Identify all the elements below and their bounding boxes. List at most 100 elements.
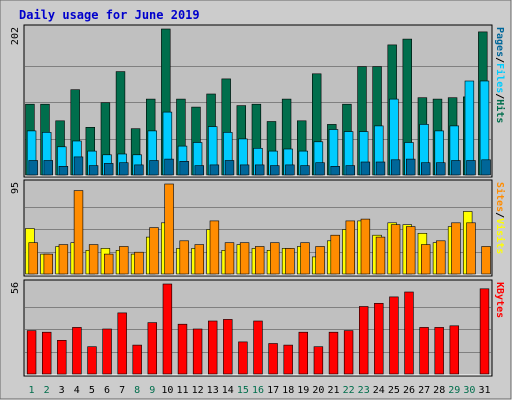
panel-visits-sites: 95 Sites/Visits — [10, 179, 506, 277]
bar-kbytes-day-25 — [389, 296, 399, 375]
bar-sites-day-27 — [420, 244, 431, 275]
legend-item-hits: Hits — [494, 99, 506, 123]
day-label-30: 30 — [463, 385, 475, 396]
bar-sites-day-4 — [73, 190, 84, 275]
bar-pages-day-12 — [194, 165, 204, 176]
bar-kbytes-day-21 — [328, 331, 339, 375]
bar-pages-day-29 — [451, 160, 461, 176]
bar-kbytes-day-27 — [419, 327, 429, 375]
bar-kbytes-day-20 — [313, 346, 324, 375]
day-label-16: 16 — [252, 385, 264, 396]
bar-sites-day-8 — [134, 251, 144, 275]
bar-sites-day-11 — [179, 240, 189, 275]
legend-item-files: Files — [494, 63, 506, 93]
legend-separator: / — [494, 93, 505, 99]
day-label-15: 15 — [237, 385, 249, 396]
bar-pages-day-31 — [481, 159, 491, 176]
day-label-2: 2 — [44, 385, 50, 396]
y-max-label: 95 — [10, 182, 21, 194]
legend-item-visits: Visits — [494, 218, 506, 254]
bar-sites-day-16 — [255, 246, 265, 275]
bar-pages-day-21 — [330, 166, 340, 176]
bar-sites-day-17 — [270, 242, 280, 275]
day-label-7: 7 — [119, 385, 125, 396]
day-label-5: 5 — [89, 385, 95, 396]
bar-kbytes-day-24 — [374, 302, 384, 375]
bar-kbytes-day-15 — [238, 341, 248, 375]
bar-kbytes-day-6 — [102, 328, 112, 375]
legend-visits-sites: Sites/Visits — [494, 182, 506, 254]
bar-kbytes-day-8 — [132, 344, 142, 375]
bar-kbytes-day-3 — [57, 339, 67, 375]
bar-kbytes-day-1 — [26, 330, 37, 375]
bar-pages-day-19 — [300, 165, 310, 176]
bar-kbytes-day-17 — [268, 343, 278, 375]
day-label-4: 4 — [74, 385, 80, 396]
bar-sites-day-20 — [315, 246, 325, 275]
legend-item-kbytes: KBytes — [494, 282, 505, 318]
day-label-25: 25 — [388, 385, 400, 396]
bar-pages-day-7 — [119, 162, 129, 176]
bar-sites-day-18 — [285, 248, 295, 275]
bar-sites-day-15 — [239, 242, 250, 275]
bar-sites-day-29 — [451, 222, 461, 275]
bar-sites-day-1 — [28, 242, 38, 275]
bar-kbytes-day-13 — [208, 320, 218, 375]
bar-sites-day-10 — [164, 183, 174, 275]
bar-kbytes-day-28 — [434, 327, 444, 375]
bar-pages-day-24 — [375, 161, 386, 176]
bar-pages-day-2 — [43, 160, 54, 176]
day-label-21: 21 — [327, 385, 339, 396]
day-label-13: 13 — [207, 385, 219, 396]
bar-pages-day-6 — [104, 163, 114, 176]
day-label-31: 31 — [478, 385, 490, 396]
bar-kbytes-day-26 — [404, 291, 414, 375]
bar-sites-day-30 — [466, 222, 476, 275]
bar-sites-day-22 — [345, 220, 355, 275]
bar-pages-day-27 — [420, 162, 431, 176]
day-label-29: 29 — [448, 385, 460, 396]
series-pages — [28, 156, 491, 176]
day-label-8: 8 — [134, 385, 140, 396]
bar-kbytes-day-22 — [343, 330, 354, 375]
bar-pages-day-10 — [164, 158, 174, 176]
legend-hits-files-pages: Pages/Files/Hits — [494, 27, 506, 123]
series-files — [26, 80, 490, 176]
legend-kbytes: KBytes — [494, 282, 505, 318]
bar-pages-day-22 — [345, 165, 355, 176]
bar-sites-day-31 — [481, 246, 491, 275]
day-label-17: 17 — [267, 385, 279, 396]
panel-kbytes: 56 KBytes — [10, 279, 505, 377]
day-label-20: 20 — [312, 385, 324, 396]
day-label-22: 22 — [343, 385, 355, 396]
bar-kbytes-day-9 — [147, 322, 157, 375]
day-label-10: 10 — [161, 385, 173, 396]
day-label-11: 11 — [176, 385, 188, 396]
bar-kbytes-day-7 — [117, 312, 127, 375]
day-label-14: 14 — [222, 385, 234, 396]
bar-pages-day-16 — [255, 164, 265, 176]
series-kbytes — [26, 283, 490, 375]
bar-pages-day-23 — [360, 161, 371, 176]
bar-pages-day-14 — [224, 160, 235, 176]
day-label-26: 26 — [403, 385, 415, 396]
series-sites — [28, 183, 491, 275]
legend-separator: / — [494, 212, 505, 218]
y-max-label: 56 — [10, 282, 21, 294]
bar-sites-day-3 — [58, 244, 69, 275]
bar-kbytes-day-4 — [72, 327, 82, 375]
bar-sites-day-13 — [209, 220, 220, 275]
day-label-23: 23 — [358, 385, 370, 396]
bar-pages-day-4 — [73, 156, 84, 176]
bar-pages-day-15 — [239, 164, 250, 176]
day-label-1: 1 — [28, 385, 34, 396]
bar-kbytes-day-16 — [253, 320, 263, 375]
day-label-28: 28 — [433, 385, 445, 396]
bar-kbytes-day-11 — [177, 323, 188, 375]
bar-sites-day-19 — [300, 242, 310, 275]
bar-sites-day-7 — [119, 246, 129, 275]
day-labels: 1 2 3 4 5 6 7 8 9 10 11 12 13 14 15 16 17 18 19 20 21 22 23 24 2… — [28, 385, 490, 396]
bar-sites-day-12 — [194, 244, 204, 275]
bar-kbytes-day-31 — [479, 288, 490, 375]
